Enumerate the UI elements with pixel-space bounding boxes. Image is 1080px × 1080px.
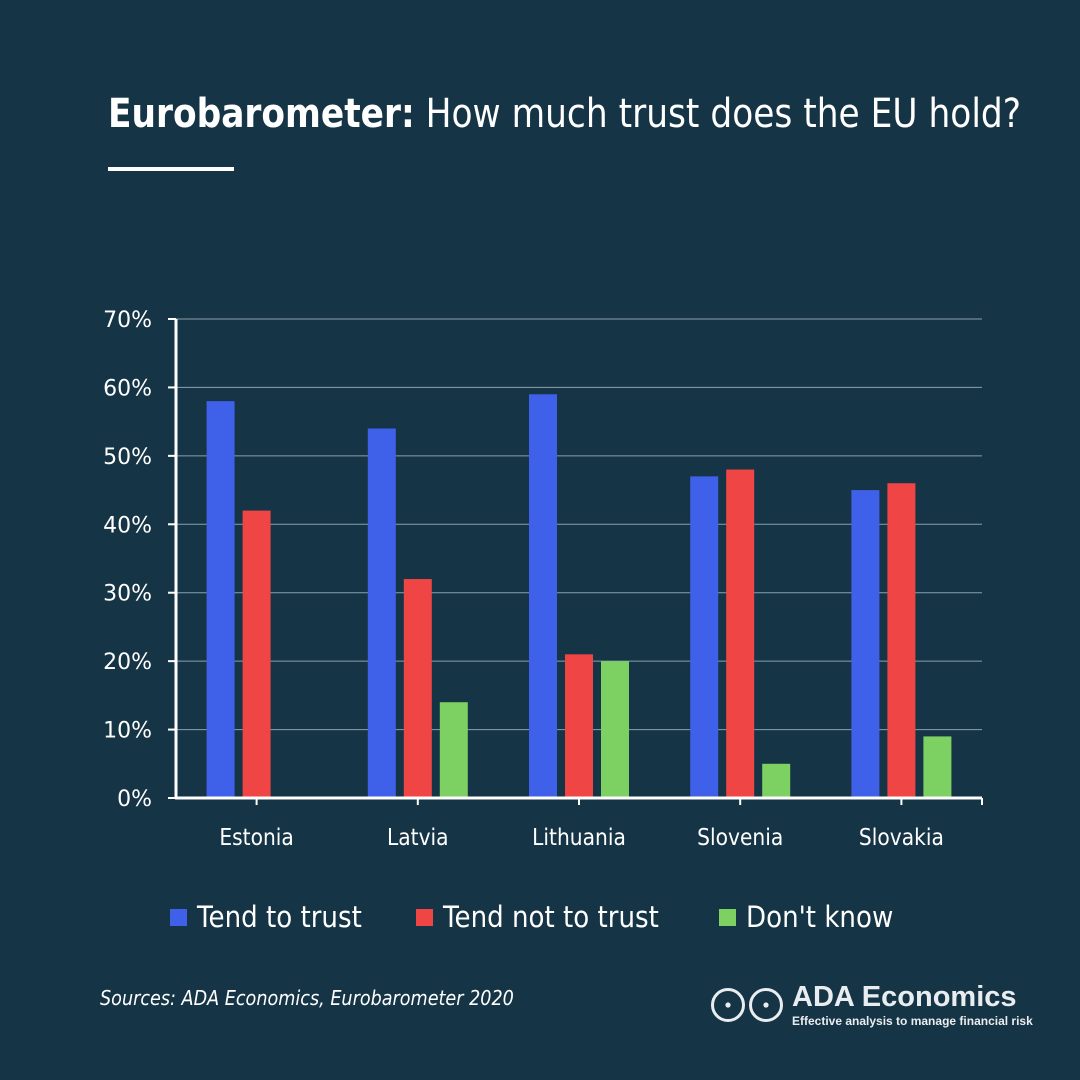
bar-tend-to-trust-slovakia	[851, 490, 880, 798]
legend: Tend to trust Tend not to trust Don't know	[0, 900, 1080, 934]
y-tick-label: 0%	[117, 787, 152, 812]
source-note: Sources: ADA Economics, Eurobarometer 20…	[100, 986, 514, 1010]
bar-tend-to-trust-slovenia	[690, 476, 719, 798]
title-rest: How much trust does the EU hold?	[414, 91, 1021, 137]
chart-title: Eurobarometer: How much trust does the E…	[108, 88, 1021, 140]
x-tick-label: Slovenia	[697, 825, 783, 852]
logo-tagline: Effective analysis to manage financial r…	[792, 1014, 1033, 1028]
legend-swatch	[416, 908, 434, 926]
y-tick-label: 60%	[103, 376, 152, 401]
y-tick-label: 70%	[103, 308, 152, 333]
y-tick-label: 50%	[103, 445, 152, 470]
bar-don-t-know-slovakia	[923, 736, 952, 798]
logo-name: ADA Economics	[792, 981, 1017, 1013]
bar-don-t-know-latvia	[439, 702, 468, 798]
x-tick-label: Slovakia	[859, 825, 944, 852]
x-tick-label: Latvia	[387, 825, 449, 852]
bar-don-t-know-lithuania	[601, 661, 629, 798]
legend-label: Don't know	[746, 900, 894, 934]
y-tick-label: 10%	[103, 719, 152, 744]
bar-tend-not-to-trust-estonia	[242, 510, 271, 798]
legend-item: Don't know	[719, 900, 910, 934]
x-tick-label: Estonia	[219, 825, 293, 852]
bar-tend-to-trust-latvia	[367, 428, 396, 798]
y-tick-label: 40%	[103, 513, 152, 538]
y-tick-label: 20%	[103, 650, 152, 675]
legend-swatch	[170, 908, 188, 926]
bar-don-t-know-slovenia	[762, 763, 791, 798]
bar-tend-not-to-trust-slovakia	[887, 483, 916, 798]
legend-swatch	[719, 908, 737, 926]
brand-logo: ADA Economics Effective analysis to mana…	[710, 981, 1060, 1029]
title-underline	[108, 167, 234, 171]
legend-label: Tend to trust	[197, 900, 362, 934]
legend-item: Tend to trust	[170, 900, 380, 934]
bar-tend-to-trust-lithuania	[529, 394, 557, 798]
y-tick-label: 30%	[103, 582, 152, 607]
bar-tend-not-to-trust-lithuania	[565, 654, 593, 798]
title-bold: Eurobarometer:	[108, 91, 415, 137]
bar-tend-not-to-trust-latvia	[403, 579, 432, 798]
logo-circles-icon	[711, 988, 783, 1022]
x-tick-label: Lithuania	[532, 825, 626, 852]
bar-tend-not-to-trust-slovenia	[726, 469, 755, 798]
bar-tend-to-trust-estonia	[206, 401, 235, 798]
legend-label: Tend not to trust	[443, 900, 660, 934]
legend-item: Tend not to trust	[416, 900, 683, 934]
